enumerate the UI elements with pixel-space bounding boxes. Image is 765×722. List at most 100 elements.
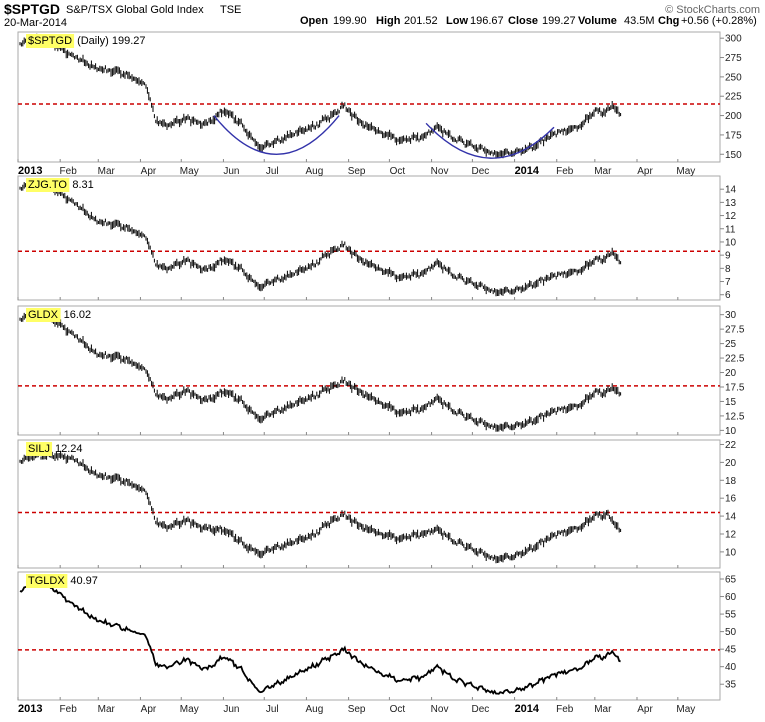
panel-frame [17,305,721,436]
x-axis-bottom: 2013 Feb Mar Apr May Jun Jul Aug Sep Oct Nov Dec 201… [18,703,695,715]
y-tick-label: 150 [725,150,742,161]
panel-frame [17,31,721,163]
header-symbol: $SPTGD [4,1,60,17]
y-tick-label: 9 [725,251,731,262]
y-tick-label: 15 [725,397,737,408]
x-axis-top: 2013 Feb Mar Apr May Jun Jul Aug Sep Oct Nov Dec 201… [18,165,695,177]
x-tick-label: Apr [637,704,653,715]
x-tick-label: Jun [223,704,239,715]
price-bars [19,450,622,564]
y-tick-label: 25 [725,339,737,350]
header-date: 20-Mar-2014 [4,17,67,29]
y-tick-label: 60 [725,592,737,603]
panel-last-value: (Daily) 199.27 [77,35,145,47]
price-bars [19,33,622,159]
x-tick-label: Feb [556,166,574,177]
high-value: 201.52 [404,15,438,27]
panel-gldx: 30 27.5 25 22.5 20 17.5 15 12.5 10 GLDX 16.02 [17,305,745,437]
x-tick-label: Oct [390,704,406,715]
panel-label-highlight [26,574,68,588]
y-tick-label: 20 [725,368,737,379]
panel-symbol-label: SILJ [28,443,50,455]
low-value: 196.67 [470,15,504,27]
header-name: S&P/TSX Global Gold Index [66,4,204,16]
y-tick-label: 65 [725,575,737,586]
panel-zjg: 14 13 12 11 10 9 8 7 6 ZJG.TO 8.31 [17,175,737,301]
x-tick-label: May [180,166,199,177]
x-tick-label: Dec [471,166,489,177]
y-tick-label: 16 [725,494,737,505]
rounded-bottom-arc [213,115,340,155]
x-tick-label: May [676,704,695,715]
x-tick-label: May [676,166,695,177]
panel-sptgd: 300 275 250 225 200 175 150 $SPTGD (Daily) 199.2… [17,31,742,163]
price-bars [19,178,622,297]
x-tick-label: Mar [594,704,612,715]
close-value: 199.27 [542,15,576,27]
close-label: Close [508,15,538,27]
x-tick-label: 2013 [18,165,42,177]
y-tick-label: 14 [725,512,737,523]
panel-frame [17,571,721,701]
x-tick-label: Sep [348,704,366,715]
high-label: High [376,15,401,27]
panel-label-highlight [26,34,75,48]
y-tick-label: 225 [725,92,742,103]
stockcharts-credit: © StockCharts.com [665,4,760,16]
y-tick-label: 22 [725,440,737,451]
panel-frame [17,439,721,569]
panel-last-value: 8.31 [72,179,93,191]
x-tick-label: 2014 [515,703,540,715]
x-tick-label: May [180,704,199,715]
y-tick-label: 18 [725,476,737,487]
y-tick-label: 8 [725,264,731,275]
y-tick-label: 7 [725,277,731,288]
x-tick-label: Mar [594,166,612,177]
y-tick-label: 27.5 [725,325,745,336]
y-tick-label: 13 [725,198,737,209]
panel-frame [17,175,721,301]
price-bars [19,308,622,432]
y-tick-label: 10 [725,547,737,558]
panel-tgldx: 65 60 55 50 45 40 35 TGLDX 40.97 [17,571,737,701]
x-tick-label: Mar [98,166,116,177]
y-tick-label: 22.5 [725,354,745,365]
chg-value: +0.56 (+0.28%) [681,15,757,27]
x-tick-label: Apr [637,166,653,177]
panel-last-value: 16.02 [64,309,92,321]
y-tick-label: 35 [725,680,737,691]
panel-last-value: 40.97 [70,575,98,587]
y-tick-label: 10 [725,237,737,248]
x-tick-label: Oct [390,166,406,177]
y-tick-label: 300 [725,34,742,45]
y-tick-label: 30 [725,310,737,321]
x-tick-label: Mar [98,704,116,715]
x-tick-label: Apr [141,166,157,177]
x-tick-label: Feb [60,166,78,177]
open-label: Open [300,15,328,27]
panel-symbol-label: TGLDX [28,575,65,587]
y-tick-label: 12 [725,211,737,222]
y-tick-label: 250 [725,72,742,83]
low-label: Low [446,15,468,27]
x-tick-label: Apr [141,704,157,715]
x-tick-label: Jul [266,704,279,715]
x-tick-label: Jun [223,166,239,177]
panel-last-value: 12.24 [55,443,83,455]
y-tick-label: 45 [725,645,737,656]
x-tick-label: Jul [266,166,279,177]
y-tick-label: 11 [725,224,736,235]
y-tick-label: 6 [725,290,731,301]
x-tick-label: Nov [431,166,449,177]
x-tick-label: Dec [471,704,489,715]
y-tick-label: 12.5 [725,411,745,422]
y-tick-label: 50 [725,627,737,638]
chg-label: Chg [658,15,679,27]
volume-value: 43.5M [624,15,655,27]
x-tick-label: Sep [348,166,366,177]
x-tick-label: Feb [556,704,574,715]
x-tick-label: Aug [306,704,324,715]
chart-panels: 300 275 250 225 200 175 150 $SPTGD (Daily) 199.2… [17,31,745,715]
y-tick-label: 175 [725,130,742,141]
